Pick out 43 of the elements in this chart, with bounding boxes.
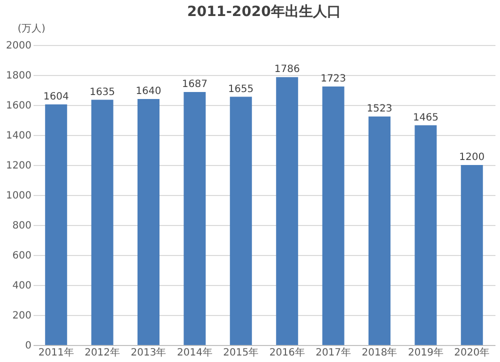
data-label: 1200 (459, 152, 485, 163)
bar (230, 96, 252, 345)
x-tick-label: 2019年 (408, 346, 444, 358)
y-tick-label: 600 (12, 250, 32, 262)
bar (322, 86, 344, 345)
data-label: 1604 (43, 91, 69, 102)
y-tick-label: 1000 (6, 190, 32, 202)
bar (460, 165, 483, 345)
y-tick-label: 400 (12, 280, 32, 292)
x-tick-label: 2020年 (454, 346, 490, 358)
y-tick-label: 1200 (6, 160, 32, 172)
data-label: 1655 (228, 84, 254, 95)
data-label: 1523 (366, 104, 392, 115)
bar (45, 104, 68, 345)
data-label: 1723 (320, 74, 346, 85)
data-label: 1635 (90, 86, 116, 98)
chart-title: 2011-2020年出生人口 (187, 4, 341, 20)
y-tick-label: 1600 (6, 100, 32, 112)
data-label: 1687 (182, 78, 208, 90)
x-tick-label: 2016年 (269, 346, 305, 358)
x-tick-label: 2015年 (223, 346, 259, 358)
bar (91, 100, 114, 345)
y-tick-label: 800 (12, 220, 32, 232)
bar (368, 116, 390, 345)
y-tick-label: 1800 (6, 70, 32, 82)
x-tick-label: 2017年 (316, 346, 352, 358)
x-tick-label: 2012年 (84, 346, 120, 358)
y-tick-label: 2000 (6, 40, 32, 52)
y-tick-label: 0 (25, 340, 32, 352)
x-tick-label: 2013年 (130, 346, 166, 358)
data-label: 1786 (274, 64, 300, 76)
bar (138, 99, 160, 345)
x-tick-label: 2014年 (176, 346, 212, 358)
bar (414, 125, 437, 345)
y-tick-label: 1400 (6, 130, 32, 142)
x-tick-label: 2011年 (38, 346, 74, 358)
data-label: 1465 (412, 112, 438, 124)
bar (276, 77, 298, 345)
y-axis-title: (万人) (18, 24, 46, 34)
y-tick-label: 200 (12, 310, 32, 322)
bar (184, 92, 206, 345)
data-label: 1640 (136, 86, 162, 97)
x-tick-label: 2018年 (362, 346, 398, 358)
